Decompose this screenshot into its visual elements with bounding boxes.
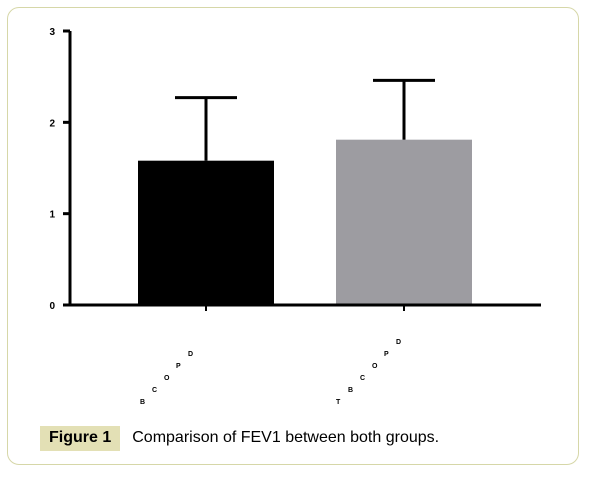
bar-bcopd xyxy=(138,160,274,305)
category-label-tbcopd-char-3: O xyxy=(372,363,378,370)
figure-caption-text: Comparison of FEV1 between both groups. xyxy=(132,429,440,446)
figure-label: Figure 1 xyxy=(40,425,121,451)
category-label-bcopd-char-4: D xyxy=(188,351,193,358)
category-label-tbcopd-char-1: B xyxy=(348,387,353,394)
category-label-bcopd-char-1: C xyxy=(152,387,157,394)
category-label-bcopd-char-3: P xyxy=(176,363,181,370)
y-tick-label-3: 3 xyxy=(49,27,55,38)
bars-layer xyxy=(138,139,472,305)
category-label-tbcopd-char-2: C xyxy=(360,375,365,382)
category-label-tbcopd-char-4: P xyxy=(384,351,389,358)
axes-layer xyxy=(63,29,541,311)
bar-tbcopd xyxy=(336,139,472,305)
category-label-bcopd-char-2: O xyxy=(164,375,170,382)
y-tick-label-2: 2 xyxy=(49,118,55,129)
category-label-tbcopd-char-0: T xyxy=(336,399,341,406)
y-tick-label-0: 0 xyxy=(49,301,55,312)
y-tick-label-1: 1 xyxy=(49,210,55,221)
figure-caption: Figure 1 Comparison of FEV1 between both… xyxy=(40,424,439,452)
figure-frame xyxy=(7,7,579,465)
category-label-tbcopd-char-5: D xyxy=(396,339,401,346)
category-label-bcopd-char-0: B xyxy=(140,399,145,406)
error-bars-layer xyxy=(175,78,435,161)
